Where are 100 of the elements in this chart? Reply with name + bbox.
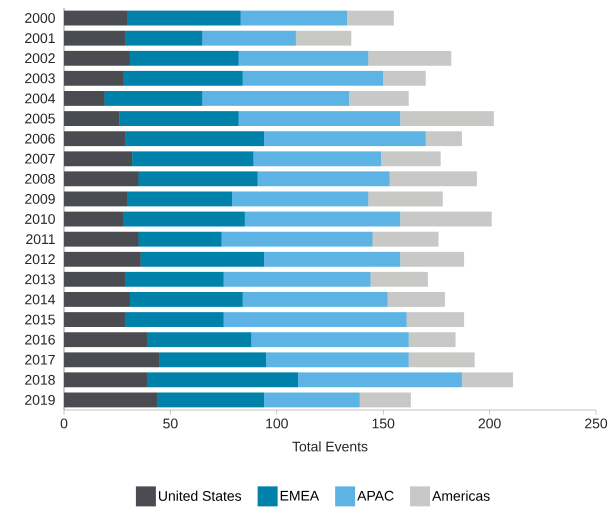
y-tick-label: 2018 xyxy=(25,374,55,385)
bar xyxy=(232,192,368,206)
bar xyxy=(462,372,514,388)
bar xyxy=(64,332,147,348)
bar xyxy=(390,171,477,186)
bar xyxy=(64,292,130,307)
bar xyxy=(124,212,245,226)
y-tick-label: 2007 xyxy=(25,154,55,164)
y-tick-label: 2016 xyxy=(25,334,55,345)
bar xyxy=(242,70,384,86)
legend-label: APAC xyxy=(357,490,394,501)
y-tick-label: 2014 xyxy=(25,294,56,304)
bar xyxy=(296,30,352,46)
y-tick-label: 2019 xyxy=(25,395,55,405)
y-tick-label: 2011 xyxy=(26,234,55,244)
bar xyxy=(381,151,441,166)
bar xyxy=(126,272,224,287)
legend-label: United States xyxy=(158,490,242,501)
bar xyxy=(64,131,126,146)
bar xyxy=(64,352,160,368)
y-tick-label: 2013 xyxy=(25,274,55,284)
bar xyxy=(64,70,124,86)
y-tick-label: 2002 xyxy=(25,53,55,64)
bar xyxy=(400,212,492,226)
bar xyxy=(370,272,428,287)
x-tick-label: 0 xyxy=(60,418,68,428)
bar xyxy=(383,70,426,86)
bar xyxy=(202,91,350,106)
bar xyxy=(406,312,464,327)
bar xyxy=(146,372,298,388)
bar xyxy=(64,372,147,388)
bar xyxy=(264,252,400,267)
bar xyxy=(130,292,243,307)
bar xyxy=(258,171,390,186)
bar xyxy=(104,91,202,106)
bar xyxy=(64,50,130,66)
bar xyxy=(238,50,368,66)
bar xyxy=(64,232,138,247)
x-tick-label: 250 xyxy=(585,418,608,428)
bar xyxy=(64,312,126,327)
x-tick-label: 50 xyxy=(163,418,178,428)
y-tick-label: 2008 xyxy=(25,174,55,184)
bar xyxy=(64,392,158,408)
bar xyxy=(400,252,464,267)
bar xyxy=(64,91,104,106)
x-tick-label: 150 xyxy=(372,418,394,428)
x-tick-label: 100 xyxy=(266,418,288,428)
bar xyxy=(238,111,400,126)
y-tick-label: 2006 xyxy=(25,134,55,144)
bar xyxy=(119,111,238,126)
bar xyxy=(240,10,348,26)
bar xyxy=(126,131,264,146)
bar xyxy=(128,192,232,206)
bar xyxy=(368,192,443,206)
legend-label: EMEA xyxy=(280,490,320,500)
bar xyxy=(347,10,394,26)
legend-label: Americas xyxy=(432,490,490,501)
y-tick-label: 2017 xyxy=(25,354,55,365)
bar xyxy=(130,50,238,66)
bar xyxy=(64,171,138,186)
bar xyxy=(242,292,388,307)
bar xyxy=(387,292,445,307)
bar xyxy=(126,30,202,46)
y-tick-label: 2004 xyxy=(25,94,56,104)
x-tick-label: 200 xyxy=(478,418,501,428)
bar xyxy=(64,272,126,287)
bar xyxy=(158,392,264,408)
bar xyxy=(138,171,258,186)
bar xyxy=(266,352,409,368)
y-tick-label: 2005 xyxy=(25,114,55,124)
bar xyxy=(64,30,126,46)
bar xyxy=(408,352,475,368)
bar xyxy=(160,352,266,368)
bar xyxy=(264,392,360,408)
bar xyxy=(124,70,243,86)
bar xyxy=(132,151,254,166)
bar xyxy=(64,252,141,267)
bar xyxy=(64,111,120,126)
y-tick-label: 2003 xyxy=(25,73,55,84)
y-tick-label: 2001 xyxy=(25,33,55,44)
bar xyxy=(146,332,252,348)
bar xyxy=(202,30,296,46)
x-axis-title: Total Events xyxy=(292,441,368,452)
bar xyxy=(126,312,224,327)
y-tick-label: 2012 xyxy=(25,254,55,264)
y-tick-label: 2010 xyxy=(25,214,55,224)
bar xyxy=(426,131,462,146)
bar xyxy=(64,192,128,206)
bar xyxy=(251,332,409,348)
y-tick-label: 2009 xyxy=(25,194,55,204)
bar xyxy=(360,392,411,408)
bar xyxy=(372,232,439,247)
y-tick-label: 2000 xyxy=(25,13,55,23)
bar xyxy=(138,232,222,247)
bar xyxy=(128,10,241,26)
bar xyxy=(224,272,370,287)
bar xyxy=(400,111,494,126)
y-tick-label: 2015 xyxy=(25,314,55,324)
bar xyxy=(298,372,462,388)
bar xyxy=(140,252,264,267)
